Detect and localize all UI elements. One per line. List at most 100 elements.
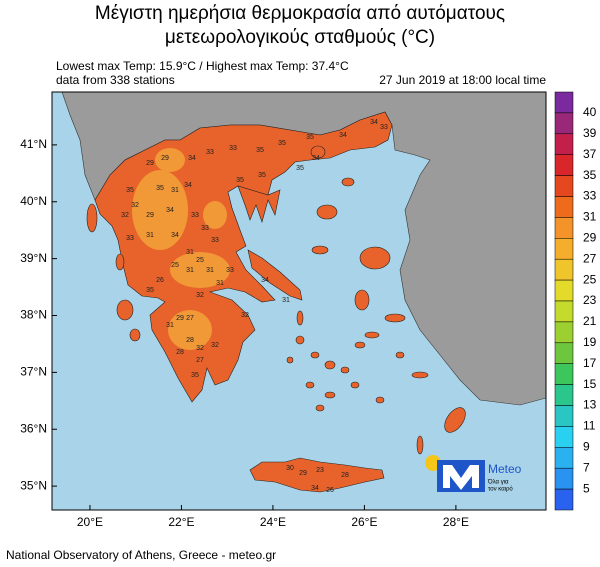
colorbar-label: 17 (583, 356, 597, 370)
station-value: 35 (306, 134, 314, 141)
station-value: 34 (184, 182, 192, 189)
station-value: 35 (126, 187, 134, 194)
station-value: 35 (156, 185, 164, 192)
station-value: 32 (196, 345, 204, 352)
lon-tick-label: 24°E (260, 515, 286, 529)
station-value: 28 (186, 337, 194, 344)
colorbar-label: 25 (583, 272, 597, 286)
station-value: 31 (146, 232, 154, 239)
station-value: 34 (370, 119, 378, 126)
station-value: 33 (206, 149, 214, 156)
station-value: 33 (126, 235, 134, 242)
station-value: 31 (216, 280, 224, 287)
colorbar-box (554, 112, 574, 135)
station-value: 34 (312, 155, 320, 162)
station-value: 32 (241, 312, 249, 319)
station-value: 31 (186, 249, 194, 256)
lat-tick-label: 38°N (20, 308, 47, 322)
colorbar-box (554, 384, 574, 406)
colorbar-label: 13 (583, 398, 597, 412)
station-value: 35 (258, 172, 266, 179)
station-value: 33 (201, 225, 209, 232)
station-value: 29 (146, 160, 154, 167)
colorbar-box (554, 279, 574, 302)
colorbar-label: 19 (583, 335, 597, 349)
station-value: 35 (191, 372, 199, 379)
colorbar-box (554, 300, 574, 323)
station-value: 34 (311, 485, 319, 492)
info-stations: data from 338 stations (56, 73, 175, 87)
station-value: 32 (211, 342, 219, 349)
station-value: 31 (171, 187, 179, 194)
colorbar-box (554, 238, 574, 260)
station-value: 34 (166, 207, 174, 214)
station-value: 29 (176, 315, 184, 322)
evia (247, 249, 303, 301)
colorbar-box (554, 175, 574, 197)
chalkidiki (237, 185, 281, 224)
station-value: 25 (171, 262, 179, 269)
colorbar-label: 7 (583, 460, 590, 474)
colorbar-box (554, 342, 574, 364)
colorbar-label: 31 (583, 210, 597, 224)
colorbar-box (554, 488, 574, 511)
station-value: 27 (186, 315, 194, 322)
station-value: 33 (191, 212, 199, 219)
footer: National Observatory of Athens, Greece -… (6, 548, 276, 562)
station-value: 29 (146, 212, 154, 219)
colorbar-box (554, 133, 574, 155)
info-time: 27 Jun 2019 at 18:00 local time (379, 73, 546, 87)
colorbar-box (554, 217, 574, 239)
colorbar-box (554, 426, 574, 448)
lat-tick-label: 40°N (20, 194, 47, 208)
colorbar-box (554, 196, 574, 218)
station-value: 29 (299, 470, 307, 477)
logo: Meteo Όλα για τον καιρό (425, 455, 522, 493)
station-value: 32 (131, 202, 139, 209)
colorbar-box (554, 447, 574, 469)
warm-patches (132, 148, 230, 350)
colorbar-label: 29 (583, 230, 597, 244)
station-value: 26 (156, 277, 164, 284)
lat-tick-label: 41°N (20, 137, 47, 151)
station-value: 34 (339, 132, 347, 139)
station-value: 32 (196, 292, 204, 299)
lat-tick-label: 36°N (20, 421, 47, 435)
lon-tick-label: 22°E (168, 515, 194, 529)
colorbar-label: 5 (583, 481, 590, 495)
logo-name: Meteo (488, 462, 522, 476)
station-value: 29 (161, 155, 169, 162)
colorbar-label: 40 (583, 105, 597, 119)
station-value: 34 (188, 155, 196, 162)
station-value: 28 (176, 349, 184, 356)
colorbar-box (554, 91, 574, 114)
colorbar-box (554, 363, 574, 385)
lat-tick-label: 39°N (20, 251, 47, 265)
station-value: 30 (286, 465, 294, 472)
station-value: 34 (171, 232, 179, 239)
station-value: 31 (282, 297, 290, 304)
lat-tick-label: 37°N (20, 365, 47, 379)
colorbar-label: 23 (583, 293, 597, 307)
lon-tick-label: 20°E (77, 515, 103, 529)
station-value: 25 (196, 257, 204, 264)
colorbar-label: 37 (583, 147, 597, 161)
station-value: 33 (380, 124, 388, 131)
map-frame (51, 91, 547, 511)
station-value: 35 (256, 147, 264, 154)
colorbar-label: 35 (583, 168, 597, 182)
station-value: 23 (316, 467, 324, 474)
station-value: 35 (278, 140, 286, 147)
station-value: 31 (166, 322, 174, 329)
colorbar-box (554, 467, 574, 490)
crete (249, 457, 385, 493)
station-value: 32 (121, 212, 129, 219)
colorbar-label: 11 (583, 419, 596, 433)
station-value: 34 (261, 277, 269, 284)
lon-tick-label: 28°E (443, 515, 469, 529)
lat-tick-label: 35°N (20, 478, 47, 492)
colorbar-label: 9 (583, 439, 590, 453)
logo-tagline: τον καιρό (488, 486, 513, 493)
station-value: 27 (196, 357, 204, 364)
